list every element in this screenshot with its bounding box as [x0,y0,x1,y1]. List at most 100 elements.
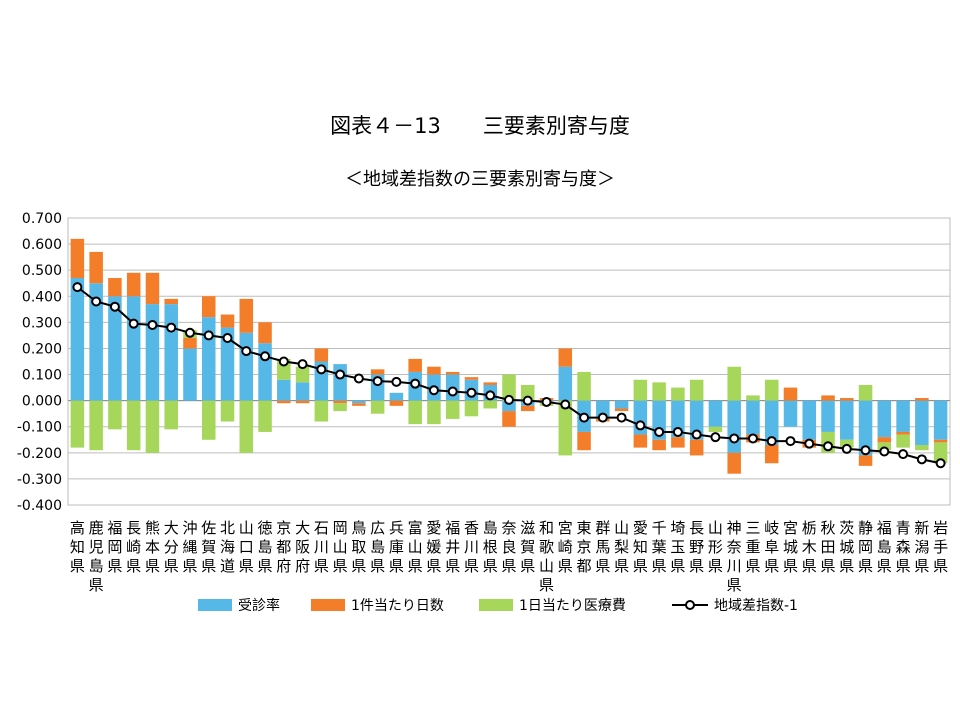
index-point [91,296,102,307]
x-tick-label: 沖 [182,519,197,537]
x-tick-label: 鹿 [89,519,104,537]
bar-segment [915,444,929,451]
x-tick-label: 茨 [839,519,854,537]
index-point [166,322,177,333]
x-tick-label: 奈 [501,519,516,537]
x-tick-label: 東 [577,519,592,537]
x-tick-label: 県 [426,557,441,575]
x-tick-label: 福 [107,519,122,537]
x-tick-label: 佐 [201,519,216,537]
y-tick-label: 0.100 [22,368,62,384]
bar-segment [277,379,291,401]
bar-segment [689,439,704,456]
x-tick-label: 島 [370,538,385,556]
x-tick-label: 口 [239,538,254,556]
bar-segment [708,426,723,432]
y-tick-label: -0.300 [17,472,62,488]
x-tick-label: 県 [896,557,911,575]
bar-segment [295,382,310,401]
bar-segment [502,374,516,401]
bar-segment [220,400,235,422]
bar-segment [727,452,741,474]
x-tick-label: 県 [595,557,610,575]
y-tick-label: -0.400 [17,498,62,514]
x-tick-label: 岡 [333,519,348,537]
y-axis: 0.700 0.600 0.500 0.400 0.300 0.200 0.100 0.000… [17,211,62,514]
x-tick-label: 庫 [389,538,404,556]
x-tick-label: 縄 [182,538,197,556]
index-point [560,399,571,410]
x-tick-label: 埼 [670,519,685,537]
bar-segment [558,366,573,401]
index-point [278,356,289,367]
x-tick-label: 宮 [783,519,798,537]
x-tick-label: 阪 [295,538,310,556]
index-point [823,441,834,452]
x-tick-label: 崎 [126,538,141,556]
index-point [635,420,646,431]
x-tick-label: 取 [351,538,366,556]
x-tick-label: 葉 [652,538,667,556]
bar-segment [333,400,347,404]
plot-border [67,217,951,506]
x-tick-label: 島 [89,557,104,575]
x-tick-label: 県 [464,557,479,575]
bar-segment [239,400,254,453]
bar-segment [164,400,178,430]
bar-segment [126,400,141,451]
index-point [485,390,496,401]
x-tick-label: 大 [295,519,310,537]
bar-segment [689,379,704,401]
x-tick-label: 田 [821,538,836,556]
bar-segment [577,371,591,401]
x-tick-label: 県 [558,557,573,575]
y-tick-label: 0.000 [22,394,62,410]
bar-segment [877,442,892,451]
index-point [184,327,195,338]
index-point [597,412,608,423]
x-tick-label: 知 [633,538,648,556]
bar-segment [89,251,103,284]
index-point [222,333,233,344]
x-tick-label: 北 [220,519,235,537]
bar-segment [389,400,404,406]
bar-segment [89,283,103,401]
x-tick-label: 熊 [145,519,160,537]
x-tick-label: 神 [727,519,742,537]
index-point [541,396,552,407]
x-tick-label: 岩 [933,519,948,537]
legend-label: 地域差指数-1 [714,598,798,614]
bar-segment [764,444,779,464]
x-tick-label: 馬 [595,538,610,556]
index-point [935,458,946,469]
bar-segment [239,332,254,401]
index-point [916,454,927,465]
x-tick-label: 滋 [520,519,535,537]
bar-segment [558,400,573,456]
bar-segment [445,400,460,419]
bar-segment [727,400,741,453]
x-tick-label: 県 [70,557,85,575]
bar-segment [671,437,685,448]
bar-segment [126,296,141,401]
x-tick-label: 県 [933,557,948,575]
bar-segment [689,400,704,440]
bar-segment [183,338,197,349]
bar-segment [370,369,385,375]
bar-segment [896,400,910,432]
bar-segment [408,400,422,425]
bar-segment [915,400,929,445]
x-tick-label: 形 [708,538,723,556]
x-tick-label: 都 [577,557,592,575]
bar-segment [858,384,873,401]
x-tick-label: 媛 [426,538,441,556]
bar-segment [370,400,385,414]
x-tick-label: 県 [802,557,817,575]
bar-segment [295,366,310,383]
index-point [203,330,214,341]
bar-segment [577,431,591,451]
x-tick-label: 知 [70,538,85,556]
x-tick-label: 石 [314,519,329,537]
bar-segment [521,384,535,401]
